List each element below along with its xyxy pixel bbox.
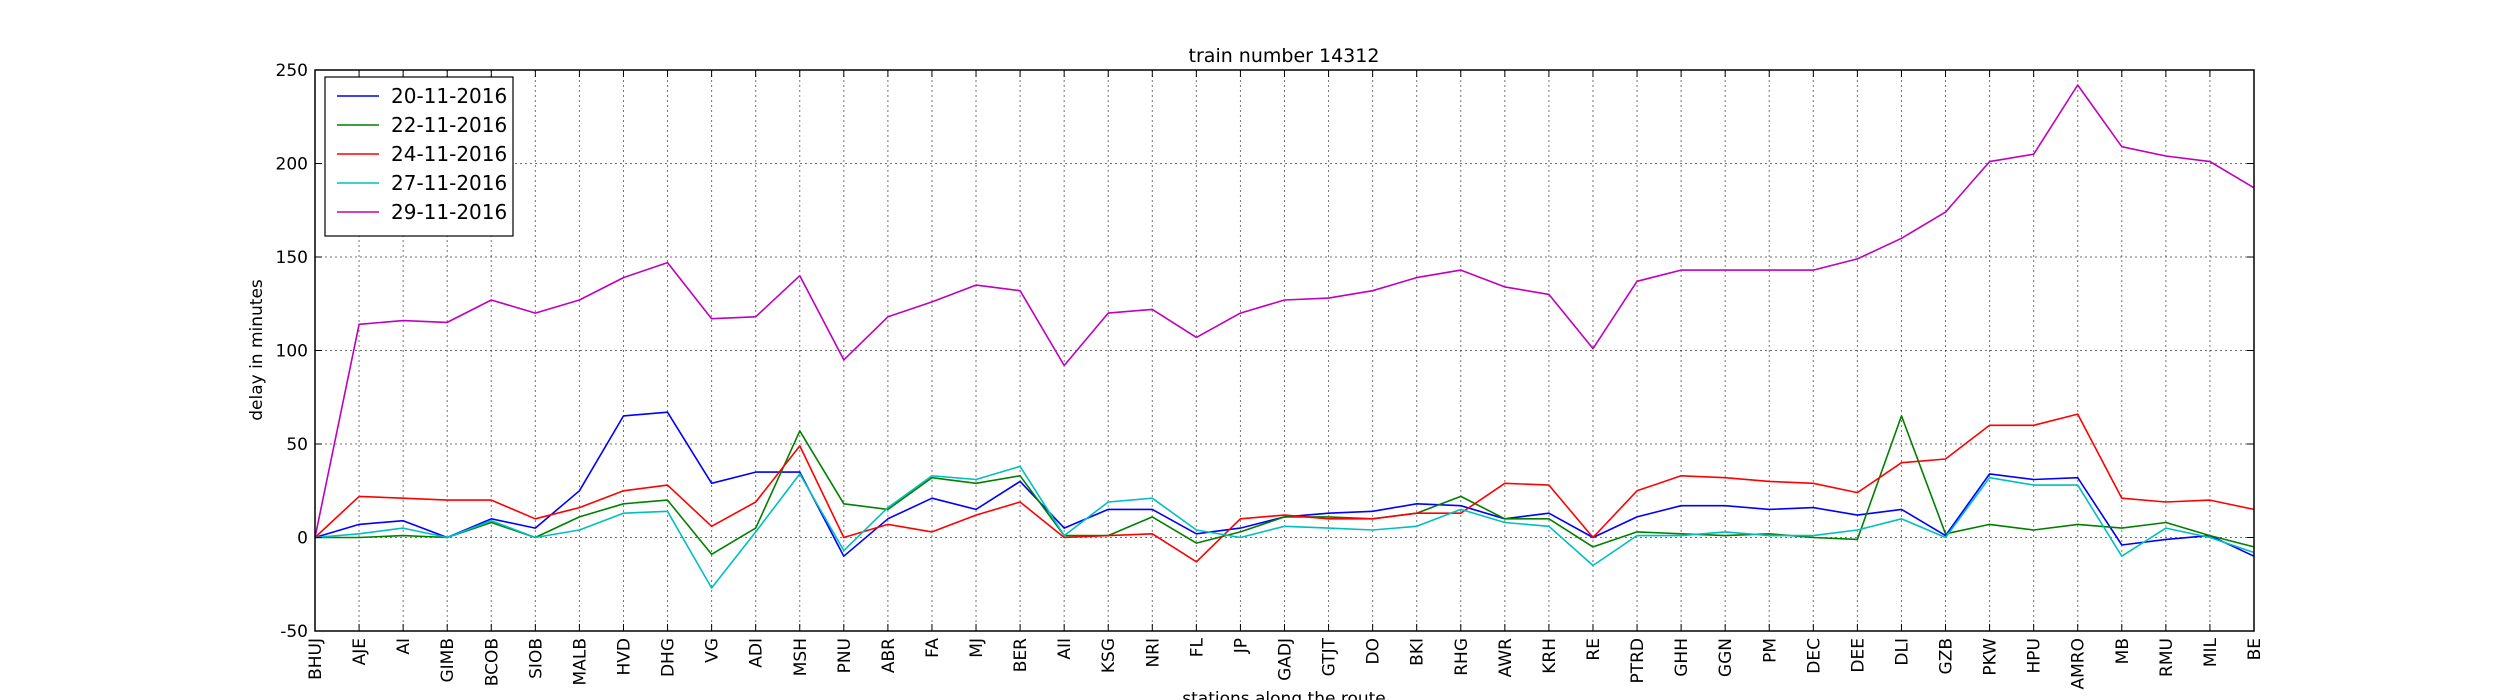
- x-tick-label: PKW: [1981, 638, 2001, 676]
- x-tick-label: FA: [923, 638, 943, 658]
- y-tick-label: 200: [276, 155, 308, 175]
- x-tick-label: GZB: [1937, 638, 1957, 674]
- legend: 20-11-2016 22-11-2016 24-11-2016 27-11-2016…: [324, 76, 514, 237]
- x-tick-label: AJE: [350, 638, 370, 665]
- series-line-24-11-2016: [314, 413, 2255, 563]
- x-tick-label: VG: [703, 638, 723, 663]
- y-tick-label: 50: [286, 435, 308, 455]
- x-tick-label: DLI: [1892, 638, 1912, 666]
- x-tick-label: PTRD: [1628, 638, 1648, 684]
- y-tick-label: 150: [276, 248, 308, 268]
- chart-title: train number 14312: [1189, 45, 1380, 67]
- x-tick-label: DHG: [659, 638, 679, 677]
- x-tick-label: RE: [1584, 638, 1604, 661]
- x-tick-label: SIOB: [526, 638, 546, 679]
- legend-label: 20-11-2016: [391, 84, 507, 108]
- x-tick-label: ADI: [747, 638, 767, 668]
- series-line-29-11-2016: [314, 84, 2255, 538]
- y-tick-label: -50: [280, 622, 308, 642]
- legend-label: 27-11-2016: [391, 171, 507, 195]
- x-tick-label: MJ: [967, 638, 987, 658]
- x-tick-label: HPU: [2025, 638, 2045, 673]
- x-tick-label: GTJT: [1320, 637, 1340, 676]
- x-tick-label: BER: [1011, 638, 1031, 672]
- x-tick-label: KRH: [1540, 638, 1560, 674]
- x-tick-label: AWR: [1496, 638, 1516, 678]
- x-tick-label: DEC: [1804, 638, 1824, 674]
- x-tick-label: MIL: [2201, 637, 2221, 667]
- y-tick-label: 250: [276, 61, 308, 81]
- legend-label: 22-11-2016: [391, 113, 507, 137]
- x-tick-label: BKI: [1408, 638, 1428, 666]
- x-tick-label: AMRO: [2069, 638, 2089, 690]
- x-tick-label: GHH: [1672, 638, 1692, 677]
- series-lines: [314, 84, 2255, 589]
- x-tick-label: DEE: [1848, 638, 1868, 673]
- legend-label: 24-11-2016: [391, 142, 507, 166]
- x-tick-label: PM: [1760, 638, 1780, 663]
- x-tick-label: MSH: [791, 638, 811, 676]
- x-tick-label: PNU: [835, 638, 855, 673]
- x-tick-label: RMU: [2157, 638, 2177, 677]
- x-tick-label: AI: [394, 638, 414, 655]
- y-axis-ticks: -50 0 50 100 150 200 250: [276, 61, 2254, 642]
- x-tick-label: KSG: [1099, 638, 1119, 673]
- y-tick-label: 100: [276, 342, 308, 362]
- x-tick-label: FL: [1187, 637, 1207, 657]
- x-tick-label: MB: [2113, 638, 2133, 664]
- grid-lines: [315, 70, 2254, 631]
- x-tick-label: BHUJ: [306, 638, 326, 680]
- x-tick-label: GADJ: [1276, 638, 1296, 681]
- series-line-20-11-2016: [314, 411, 2255, 558]
- x-axis-ticks: BHUJ AJE AI GIMB BCOB SIOB MALB HVD DHG VG ADI MSH P…: [306, 70, 2265, 690]
- legend-label: 29-11-2016: [391, 200, 507, 224]
- x-tick-label: GIMB: [438, 638, 458, 683]
- y-axis-label: delay in minutes: [247, 279, 267, 421]
- x-tick-label: HVD: [614, 638, 634, 676]
- series-line-27-11-2016: [314, 465, 2255, 589]
- x-tick-label: GGN: [1716, 638, 1736, 677]
- x-tick-label: BCOB: [482, 638, 502, 686]
- x-tick-label: MALB: [570, 638, 590, 685]
- x-tick-label: AII: [1055, 638, 1075, 660]
- x-tick-label: JP: [1231, 638, 1251, 654]
- x-axis-label: stations along the route: [1182, 689, 1386, 700]
- series-line-22-11-2016: [315, 415, 2255, 556]
- x-tick-label: DO: [1364, 638, 1384, 664]
- x-tick-label: NRI: [1143, 638, 1163, 668]
- y-tick-label: 0: [297, 529, 308, 549]
- legend-box: [324, 76, 514, 237]
- x-tick-label: ABR: [879, 638, 899, 673]
- x-tick-label: RHG: [1452, 638, 1472, 676]
- x-tick-label: BE: [2245, 638, 2265, 660]
